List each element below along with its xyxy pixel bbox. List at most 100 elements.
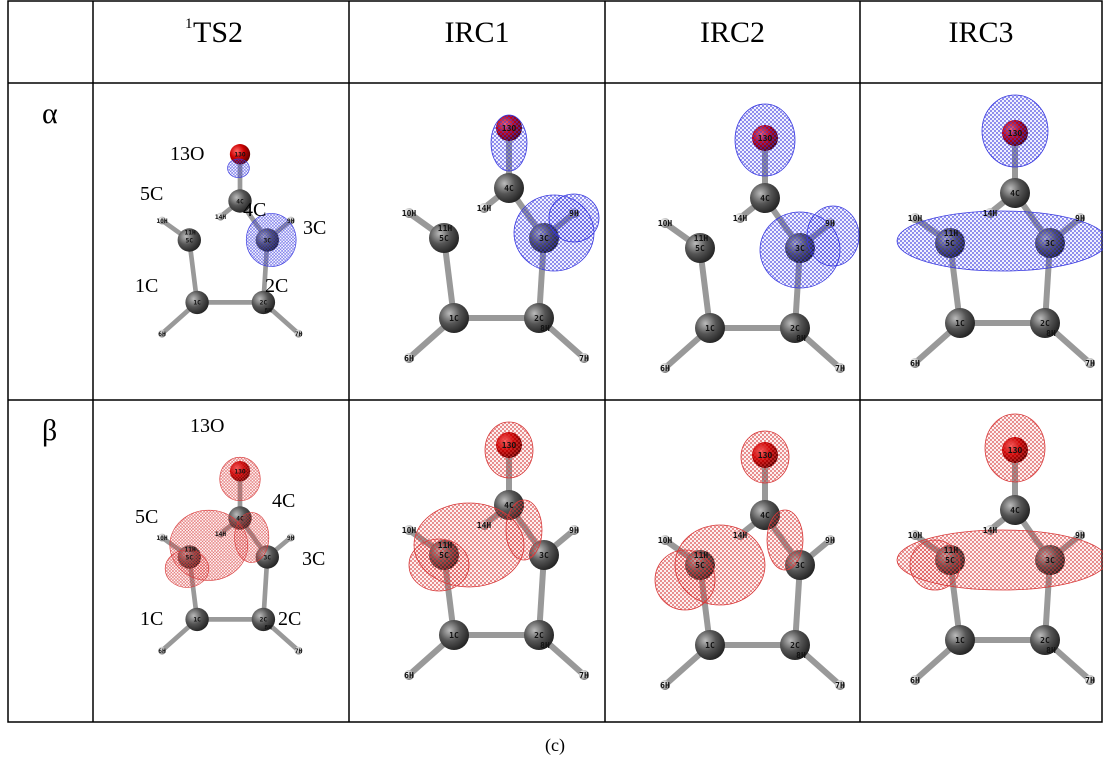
atom-annotation: 13O	[190, 415, 224, 437]
atom-label: 14H	[983, 526, 998, 535]
atom-label: 6H	[404, 671, 414, 680]
molecule-panel: 13O4C14H5C11H10H3C9H1C2C8H6H7H	[658, 104, 859, 373]
atom-label: 9H	[1075, 531, 1085, 540]
atom-label: 11H	[438, 224, 453, 233]
atom-label: 1C	[449, 314, 459, 323]
caption: (c)	[545, 735, 565, 756]
row-label: β	[42, 414, 57, 447]
atom-label: 6H	[910, 676, 920, 685]
atom-label: 5C	[695, 244, 705, 253]
atom-annotation: 5C	[135, 506, 158, 528]
atom-label: 8H	[264, 308, 272, 315]
atom-label: 14H	[477, 521, 492, 530]
header-superscript: 1	[185, 16, 193, 32]
atom-label: 2C	[790, 324, 800, 333]
figure: (c) 1TS2IRC1IRC2IRC3α13O4C14H5C11H10H3C9…	[0, 0, 1103, 761]
atom-label: 9H	[825, 536, 835, 545]
atom-label: 6H	[660, 681, 670, 690]
atom-annotation: 1C	[135, 275, 158, 297]
atom-label: 8H	[264, 625, 272, 632]
atom-annotation: 13O	[170, 143, 204, 165]
table-grid	[8, 1, 1102, 722]
atom-label: 6H	[404, 354, 414, 363]
atom-label: 1C	[955, 636, 965, 645]
atom-label: 1C	[193, 300, 201, 307]
header-label: IRC2	[700, 16, 765, 49]
atom-label: 3C	[795, 244, 805, 253]
atom-label: 6H	[158, 331, 166, 338]
atom-label: 14H	[733, 214, 748, 223]
atom-label: 8H	[796, 651, 806, 660]
atom-label: 8H	[1046, 646, 1056, 655]
atom-label: 7H	[295, 648, 303, 655]
atom-label: 5C	[695, 561, 705, 570]
atom-label: 11H	[944, 546, 959, 555]
atom-label: 3C	[264, 237, 272, 244]
orbital-lobe	[549, 194, 599, 242]
atom-label: 14H	[215, 214, 227, 221]
atom-label: 7H	[1085, 676, 1095, 685]
atom-label: 6H	[660, 364, 670, 373]
atom-label: 10H	[156, 535, 168, 542]
atom-label: 9H	[569, 209, 579, 218]
atom-label: 2C	[260, 617, 268, 624]
atom-label: 8H	[1046, 329, 1056, 338]
atom-label: 8H	[540, 641, 550, 650]
molecule-panel: 13O4C14H5C11H10H3C9H1C2C8H6H7H	[402, 115, 599, 363]
atom-label: 5C	[186, 237, 194, 244]
atom-annotation: 5C	[140, 183, 163, 205]
atom-label: 3C	[1045, 556, 1055, 565]
atom-label: 14H	[477, 204, 492, 213]
atom-label: 1C	[705, 324, 715, 333]
atom-label: 10H	[658, 219, 673, 228]
orbital-lobe	[485, 422, 533, 478]
header-label: IRC1	[444, 16, 509, 49]
atom-label: 13O	[758, 451, 773, 460]
atom-label: 1C	[705, 641, 715, 650]
atom-label: 13O	[234, 469, 246, 476]
atom-annotation: 1C	[140, 608, 163, 630]
orbital-lobe	[220, 457, 261, 501]
atom-label: 13O	[1008, 446, 1023, 455]
atom-label: 9H	[287, 218, 295, 225]
atom-label: 13O	[234, 152, 246, 159]
atom-label: 10H	[402, 526, 417, 535]
atom-label: 8H	[796, 334, 806, 343]
atom-label: 1C	[193, 617, 201, 624]
atom-label: 10H	[658, 536, 673, 545]
atom-label: 9H	[1075, 214, 1085, 223]
atom-label: 5C	[945, 556, 955, 565]
atom-label: 11H	[438, 541, 453, 550]
atom-label: 2C	[534, 314, 544, 323]
header-label: TS2	[193, 16, 243, 49]
atom-annotation: 3C	[303, 217, 326, 239]
molecule-panel: 13O4C14H5C11H10H3C9H1C2C8H6H7H	[897, 95, 1103, 368]
row-label: α	[42, 97, 58, 130]
atom-label: 7H	[835, 681, 845, 690]
atom-label: 4C	[760, 511, 770, 520]
atom-label: 7H	[295, 331, 303, 338]
atom-label: 1C	[449, 631, 459, 640]
atom-label: 9H	[287, 535, 295, 542]
header-label: IRC3	[948, 16, 1013, 49]
atom-label: 3C	[264, 554, 272, 561]
atom-label: 11H	[944, 229, 959, 238]
atom-label: 14H	[983, 209, 998, 218]
atom-label: 2C	[1040, 319, 1050, 328]
atom-label: 5C	[439, 551, 449, 560]
atom-label: 14H	[733, 531, 748, 540]
atom-label: 6H	[158, 648, 166, 655]
atom-label: 9H	[825, 219, 835, 228]
orbital-lobe	[807, 206, 859, 266]
atom-label: 7H	[835, 364, 845, 373]
atom-label: 14H	[215, 531, 227, 538]
atom-label: 7H	[579, 671, 589, 680]
atom-label: 8H	[540, 324, 550, 333]
atom-label: 5C	[186, 554, 194, 561]
atom-annotation: 2C	[265, 275, 288, 297]
atom-label: 7H	[1085, 359, 1095, 368]
atom-label: 3C	[795, 561, 805, 570]
